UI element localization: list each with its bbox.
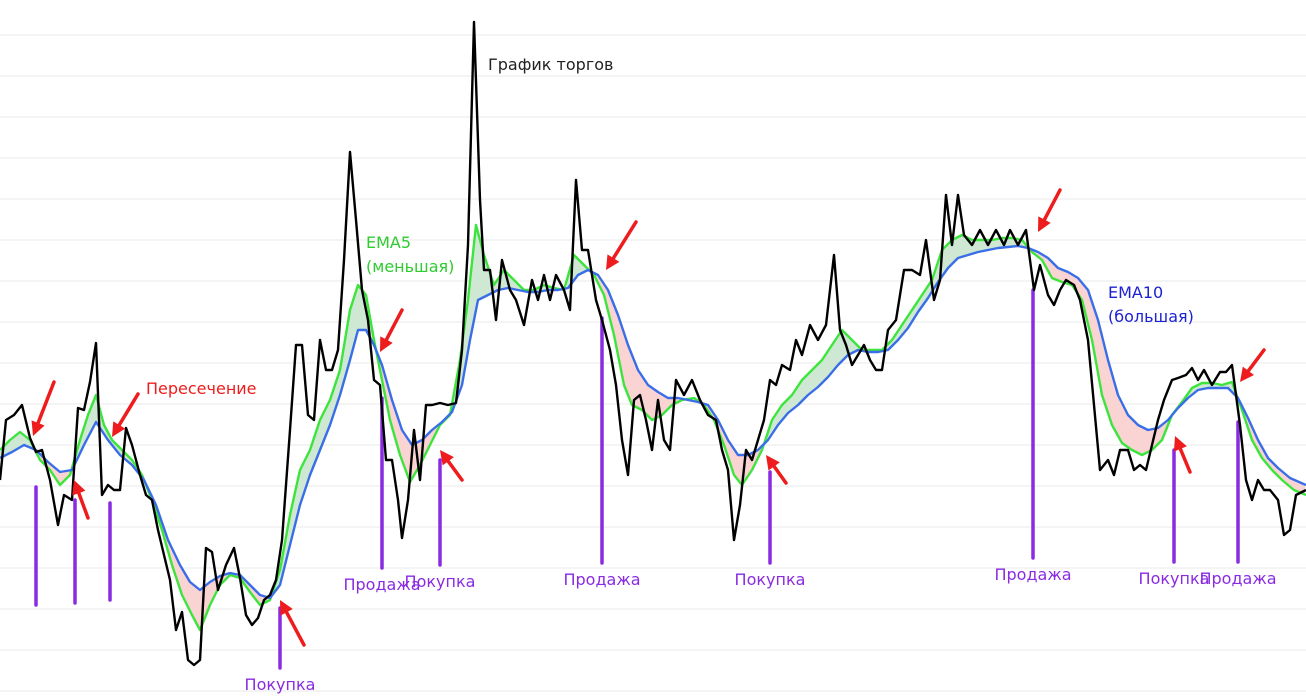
- cross-arrow-head: [1038, 216, 1051, 232]
- fill-bearish: [1029, 248, 1173, 455]
- cross-arrow: [772, 464, 788, 485]
- signal-label: Продажа: [994, 565, 1071, 584]
- gridlines: [0, 34, 1306, 692]
- trades-line: [0, 20, 1306, 667]
- cross-arrow: [1042, 188, 1062, 222]
- trades-label: График торгов: [488, 55, 613, 74]
- fill-bearish: [1239, 400, 1305, 495]
- cross-arrow-head: [31, 420, 45, 436]
- cross-arrow: [284, 610, 306, 647]
- cross-arrow-head: [1240, 366, 1254, 382]
- signal-label: Продажа: [563, 570, 640, 589]
- cross-label: Пересечение: [146, 379, 257, 398]
- ema5-line: [0, 223, 1306, 632]
- cross-arrow: [1178, 447, 1192, 474]
- signal-label: Покупка: [405, 572, 476, 591]
- signal-label: Покупка: [735, 570, 806, 589]
- ema5-label-line2: (меньшая): [366, 257, 454, 276]
- signal-label: Продажа: [343, 575, 420, 594]
- fill-bullish: [765, 235, 1029, 443]
- cross-arrow: [611, 220, 638, 260]
- cross-arrow-head: [1173, 436, 1187, 452]
- signal-label: Покупка: [1139, 569, 1210, 588]
- signal-label: Покупка: [245, 675, 316, 694]
- cross-arrow: [1246, 348, 1266, 373]
- cross-arrow-head: [280, 600, 293, 616]
- ema10-label-line1: EMA10: [1108, 283, 1163, 302]
- series-lines: [0, 20, 1306, 667]
- crossover-arrows: [31, 188, 1266, 647]
- ema10-label-line2: (большая): [1108, 307, 1194, 326]
- ema5-label-line1: EMA5: [366, 233, 411, 252]
- cross-arrow: [36, 380, 56, 425]
- signal-label: Продажа: [1199, 569, 1276, 588]
- cross-arrow-head: [440, 450, 454, 466]
- cross-arrow-head: [606, 254, 620, 270]
- cross-arrow: [117, 392, 140, 427]
- cross-arrow-head: [766, 455, 780, 471]
- cross-arrow: [446, 459, 464, 482]
- cross-arrow-head: [72, 480, 86, 496]
- cross-arrow: [384, 308, 404, 342]
- cross-arrow-head: [112, 421, 126, 437]
- cross-arrow: [77, 491, 90, 520]
- cross-arrow-head: [380, 336, 393, 352]
- fill-bearish: [378, 355, 453, 481]
- ema10-line: [0, 244, 1306, 600]
- fill-bullish: [453, 228, 561, 410]
- signal-lines: [34, 288, 1240, 670]
